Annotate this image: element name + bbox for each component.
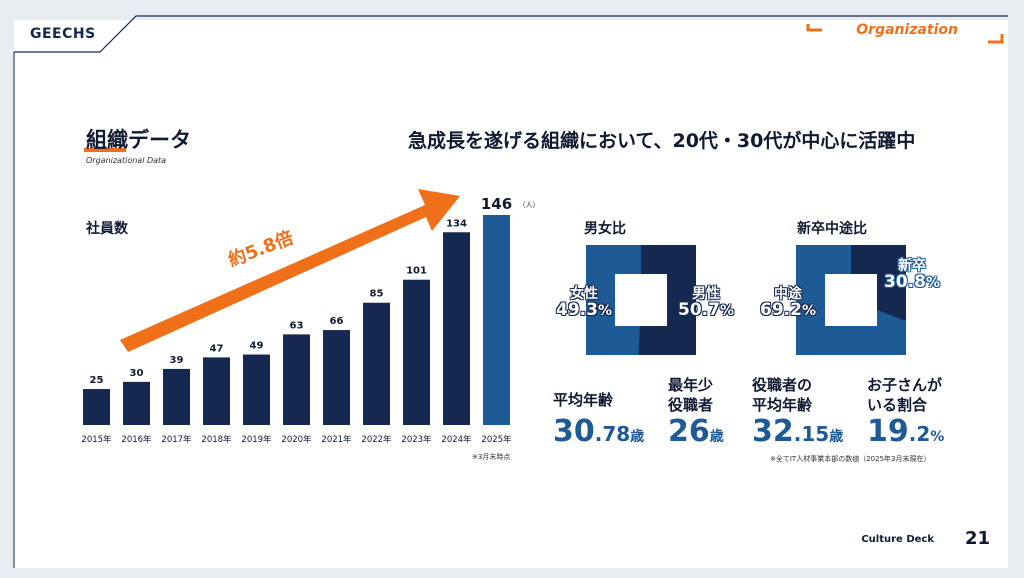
x-tick-label: 2022年 [361,434,392,445]
deck-name: Culture Deck [861,534,934,545]
bar-2018年 [203,357,230,425]
bar-2021年 [323,330,350,425]
bar-2022年 [363,302,390,425]
bar-value-label: 101 [406,266,427,277]
bar-unit-label: （人） [519,201,540,209]
bar-2019年 [243,354,270,425]
x-tick-label: 2020年 [281,434,312,445]
stat-label-average-age: 平均年齢 [553,391,614,409]
bar-2025年 [483,215,510,425]
stat-value-manager-average-age: 32.15歳 [752,414,844,449]
page-subtitle: Organizational Data [86,156,167,165]
gender-label-male: 男性 50.7% [678,286,734,320]
hire-label-midcareer: 中途 69.2% [760,286,816,320]
bar-value-label: 66 [330,316,344,327]
stats-note: ※全てIT人材事業本部の数値（2025年3月末現在） [770,455,931,463]
x-tick-label: 2025年 [481,434,512,445]
bar-2016年 [123,381,150,425]
bar-2017年 [163,368,190,425]
bar-value-label: 49 [250,341,264,352]
bar-value-label: 30 [130,368,144,379]
pie-hole [615,274,667,326]
stat-label-manager-average-age: 役職者の 平均年齢 [752,376,813,414]
page-number: 21 [964,528,990,549]
growth-arrow [120,189,460,352]
x-tick-label: 2024年 [441,434,472,445]
bar-2020年 [283,334,310,425]
pie-gender [586,245,696,355]
x-tick-label: 2016年 [121,434,152,445]
x-tick-label: 2015年 [81,434,112,445]
bar-2015年 [83,389,110,425]
x-tick-label: 2023年 [401,434,432,445]
pie-slice-男性 [638,245,696,355]
bar-value-label: 39 [170,355,184,366]
bar-value-label: 134 [446,218,467,229]
gender-label-female: 女性 49.3% [556,286,612,320]
x-tick-label: 2018年 [201,434,232,445]
stat-value-average-age: 30.78歳 [553,414,645,449]
bar-2023年 [403,279,430,425]
corner-accent-right [988,34,1004,44]
chart-note: ※3月末時点 [472,453,511,461]
bar-value-label: 47 [210,343,224,354]
stat-label-youngest-manager: 最年少 役職者 [668,376,714,414]
stat-value-parents-ratio: 19.2% [867,414,945,449]
bar-2024年 [443,232,470,425]
headline: 急成長を遂げる組織において、20代・30代が中心に活躍中 [408,130,916,152]
x-tick-label: 2017年 [161,434,192,445]
company-logo: GEECHS [30,26,96,42]
corner-accent-top [806,24,822,32]
bar-value-label: 85 [370,289,384,300]
x-tick-label: 2019年 [241,434,272,445]
employee-count-label: 社員数 [86,221,128,237]
bar-value-label: 63 [290,320,304,331]
stat-value-youngest-manager: 26歳 [668,414,724,449]
x-tick-label: 2021年 [321,434,352,445]
stat-label-parents-ratio: お子さんが いる割合 [867,376,943,414]
page-title: 組織データ [86,128,191,152]
bar-value-label: 25 [90,375,104,386]
hire-label-new-grad: 新卒 30.8% [884,258,940,292]
pie-hire [796,245,906,355]
bar-value-label: 146 [481,195,512,213]
section-label: Organization [856,22,958,38]
gender-ratio-title: 男女比 [584,221,626,237]
hire-ratio-title: 新卒中途比 [797,221,867,237]
pie-hole [825,274,877,326]
